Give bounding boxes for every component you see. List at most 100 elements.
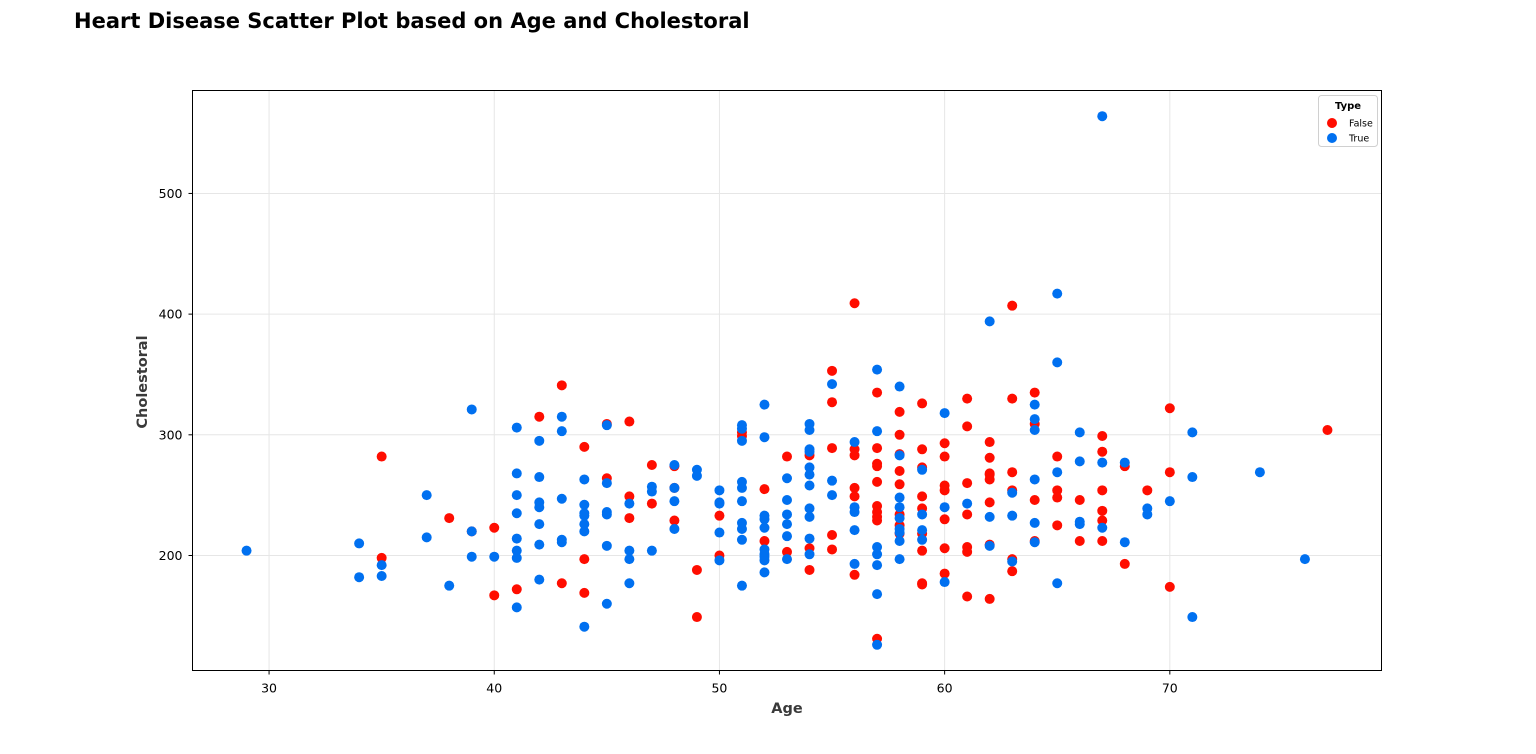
data-point-true	[511, 552, 522, 563]
data-point-false	[489, 522, 500, 533]
data-point-true	[782, 554, 792, 565]
data-point-false	[962, 591, 973, 602]
data-point-true	[1052, 578, 1063, 589]
data-point-true	[624, 498, 635, 509]
data-point-true	[601, 420, 612, 431]
data-point-true	[1187, 472, 1198, 483]
x-tick-label: 70	[1162, 681, 1178, 696]
data-point-false	[1052, 451, 1063, 462]
data-point-false	[917, 444, 928, 455]
data-point-false	[1007, 467, 1018, 478]
data-point-true	[511, 508, 522, 519]
data-point-false	[849, 491, 860, 502]
data-point-true	[646, 486, 657, 497]
data-point-false	[1097, 431, 1108, 442]
data-point-true	[624, 545, 635, 556]
data-point-true	[1052, 357, 1063, 368]
data-point-false	[1097, 536, 1108, 547]
legend-title: Type	[1335, 101, 1361, 112]
data-point-true	[601, 540, 612, 551]
data-point-false	[984, 452, 995, 463]
data-point-false	[872, 515, 883, 526]
data-point-false	[579, 554, 590, 565]
data-point-true	[466, 526, 477, 537]
data-point-false	[962, 478, 973, 489]
data-point-false	[939, 438, 950, 449]
data-point-true	[894, 513, 905, 524]
data-point-true	[917, 525, 928, 536]
data-point-true	[1007, 487, 1018, 498]
data-point-true	[827, 379, 838, 390]
data-point-true	[466, 551, 477, 562]
data-point-false	[917, 545, 928, 556]
data-point-true	[511, 545, 522, 556]
data-point-true	[1299, 554, 1310, 565]
data-point-false	[579, 587, 590, 598]
data-point-false	[1164, 581, 1175, 592]
data-point-false	[917, 491, 928, 502]
data-point-false	[489, 590, 500, 601]
data-point-true	[646, 545, 657, 556]
data-point-true	[984, 511, 995, 522]
data-point-true	[1074, 456, 1085, 467]
data-point-false	[1007, 300, 1018, 311]
data-point-true	[534, 574, 545, 585]
data-point-false	[1097, 505, 1108, 516]
data-point-false	[962, 421, 973, 432]
data-point-true	[354, 538, 365, 549]
data-point-true	[759, 567, 770, 578]
data-point-false	[1097, 515, 1108, 526]
data-point-true	[1119, 457, 1130, 468]
legend-marker-true	[1327, 133, 1337, 143]
data-point-false	[939, 543, 950, 554]
data-point-false	[1164, 403, 1175, 414]
data-point-true	[849, 558, 860, 569]
data-point-false	[962, 393, 973, 404]
data-point-true	[624, 554, 635, 565]
data-point-false	[759, 536, 770, 547]
data-point-true	[849, 437, 860, 448]
data-point-false	[894, 479, 905, 490]
data-point-true	[421, 490, 432, 501]
data-point-true	[466, 404, 477, 415]
data-point-false	[782, 546, 792, 557]
data-point-true	[782, 531, 792, 542]
data-point-true	[534, 539, 545, 550]
data-point-false	[872, 443, 883, 454]
data-point-false	[894, 466, 905, 477]
data-point-true	[1097, 457, 1108, 468]
data-points	[241, 111, 1333, 650]
data-point-true	[601, 478, 612, 489]
data-point-true	[579, 526, 590, 537]
data-point-true	[804, 503, 815, 514]
data-point-true	[804, 511, 815, 522]
data-point-false	[691, 564, 702, 575]
data-point-true	[894, 381, 905, 392]
data-point-true	[714, 555, 725, 566]
data-point-true	[804, 469, 815, 480]
data-point-true	[714, 527, 725, 538]
data-point-true	[849, 525, 860, 536]
legend-marker-false	[1327, 118, 1337, 128]
data-point-true	[872, 560, 883, 571]
data-point-false	[939, 514, 950, 525]
data-point-false	[1052, 492, 1063, 503]
data-point-true	[939, 408, 950, 419]
data-point-true	[1097, 522, 1108, 533]
data-point-true	[1074, 519, 1085, 530]
data-point-true	[984, 540, 995, 551]
data-point-true	[1164, 496, 1175, 507]
data-point-true	[759, 514, 770, 525]
data-point-true	[579, 499, 590, 510]
data-point-false	[646, 459, 657, 470]
data-point-true	[736, 496, 747, 507]
data-point-true	[511, 422, 522, 433]
data-point-false	[849, 298, 860, 309]
data-point-true	[1119, 537, 1130, 548]
data-point-true	[736, 423, 747, 434]
data-point-true	[872, 364, 883, 375]
data-point-true	[669, 459, 680, 470]
data-point-true	[1029, 474, 1040, 485]
data-point-true	[894, 450, 905, 461]
data-point-false	[894, 406, 905, 417]
